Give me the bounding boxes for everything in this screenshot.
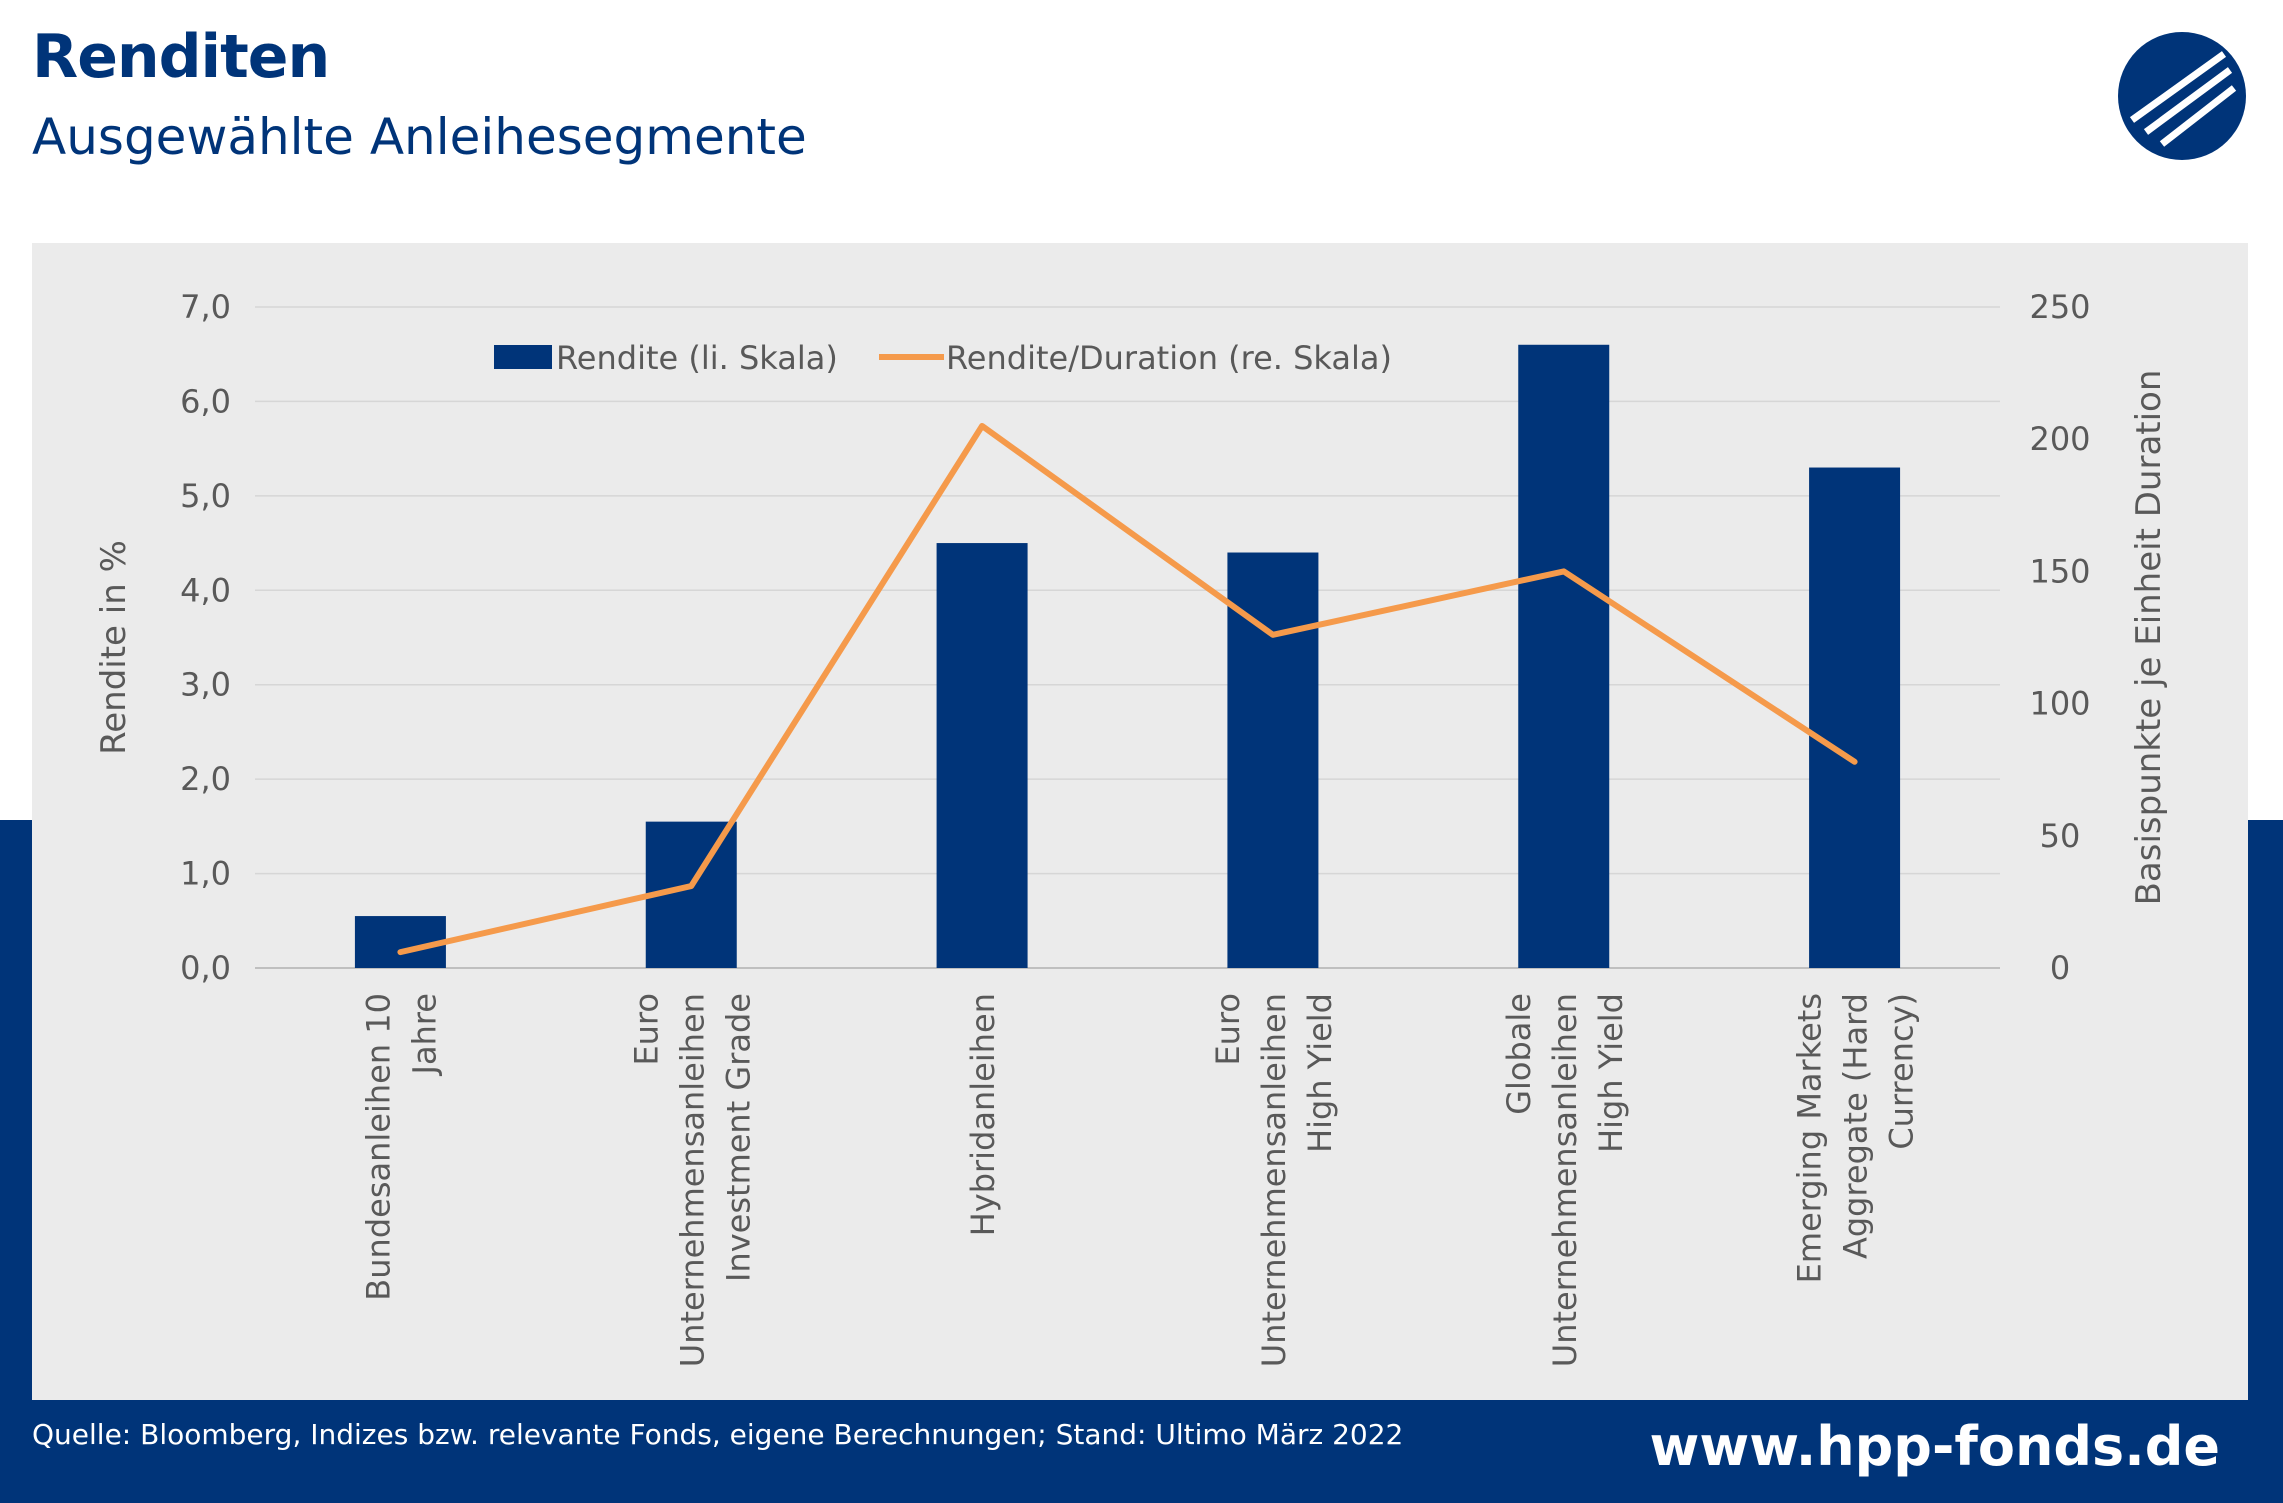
legend-label-bar: Rendite (li. Skala) bbox=[556, 339, 838, 377]
source-note: Quelle: Bloomberg, Indizes bzw. relevant… bbox=[32, 1418, 1404, 1451]
bar bbox=[1809, 467, 1901, 968]
line-point bbox=[398, 950, 403, 955]
y-axis-title-left: Rendite in % bbox=[94, 540, 134, 755]
line-point bbox=[1270, 632, 1275, 637]
x-tick-label-line: Unternehmensanleihen bbox=[1546, 993, 1584, 1367]
x-tick-label-line: Hybridanleihen bbox=[964, 993, 1002, 1236]
y-tick-label-left: 5,0 bbox=[180, 477, 231, 515]
y-tick-label-left: 0,0 bbox=[180, 949, 231, 987]
line-point bbox=[1561, 569, 1566, 574]
y-tick-label-right: 250 bbox=[2029, 288, 2090, 326]
y-tick-label-right: 0 bbox=[2050, 949, 2070, 987]
y-tick-label-right: 200 bbox=[2029, 420, 2090, 458]
line-point bbox=[980, 423, 985, 428]
bar bbox=[354, 916, 446, 968]
y-tick-label-left: 4,0 bbox=[180, 571, 231, 609]
chart-canvas: 0,0 1,0 2,0 3,0 4,0 5,0 6,0 7,0 0 50 100 150 200 250 R… bbox=[94, 288, 2169, 1367]
x-tick-label-line: Unternehmensanleihen bbox=[673, 993, 711, 1367]
x-tick-label-line: Currency) bbox=[1883, 993, 1921, 1150]
x-tick-label: Bundesanleihen 10 Jahre bbox=[359, 993, 443, 1301]
x-tick-label: Hybridanleihen bbox=[964, 993, 1002, 1236]
y-tick-label-left: 3,0 bbox=[180, 666, 231, 704]
website-link[interactable]: www.hpp-fonds.de bbox=[1649, 1415, 2220, 1478]
y-tick-label-left: 7,0 bbox=[180, 288, 231, 326]
x-tick-label-line: Emerging Markets bbox=[1791, 993, 1829, 1283]
x-tick-label-line: Bundesanleihen 10 bbox=[359, 993, 397, 1301]
chart-subtitle: Ausgewählte Anleihesegmente bbox=[32, 108, 807, 166]
x-tick-label-line: Globale bbox=[1500, 993, 1538, 1115]
bar bbox=[1227, 552, 1319, 968]
legend-label-line: Rendite/Duration (re. Skala) bbox=[946, 339, 1392, 377]
x-tick-label-line: Euro bbox=[1209, 993, 1247, 1066]
y-tick-label-left: 1,0 bbox=[180, 855, 231, 893]
y-tick-label-left: 6,0 bbox=[180, 382, 231, 420]
x-tick-label-line: Investment Grade bbox=[719, 993, 757, 1282]
x-tick-label: Euro Unternehmensanleihen High Yield bbox=[1209, 993, 1339, 1367]
chart-title: Renditen bbox=[32, 22, 330, 92]
y-tick-label-left: 2,0 bbox=[180, 760, 231, 798]
y-tick-label-right: 100 bbox=[2029, 685, 2090, 723]
line-series bbox=[397, 422, 1858, 956]
x-tick-label-line: High Yield bbox=[1592, 993, 1630, 1153]
x-tick-label-line: Euro bbox=[627, 993, 665, 1066]
x-tick-label: Globale Unternehmensanleihen High Yield bbox=[1500, 993, 1630, 1367]
x-tick-label-line: Aggregate (Hard bbox=[1837, 993, 1875, 1259]
line-point bbox=[1852, 759, 1857, 764]
chart-panel: 0,0 1,0 2,0 3,0 4,0 5,0 6,0 7,0 0 50 100 150 200 250 R… bbox=[32, 243, 2248, 1400]
bar bbox=[936, 543, 1028, 968]
x-tick-label-line: Jahre bbox=[405, 993, 443, 1076]
y-tick-label-right: 150 bbox=[2029, 552, 2090, 590]
x-tick-label: Emerging Markets Aggregate (Hard Currency) bbox=[1791, 993, 1921, 1283]
x-tick-label: Euro Unternehmensanleihen Investment Grade bbox=[627, 993, 757, 1367]
x-tick-label-line: Unternehmensanleihen bbox=[1255, 993, 1293, 1367]
legend-swatch-bar bbox=[494, 345, 552, 369]
x-tick-label-line: High Yield bbox=[1301, 993, 1339, 1153]
y-tick-label-right: 50 bbox=[2040, 817, 2081, 855]
hpp-logo-icon bbox=[2118, 32, 2246, 160]
y-axis-title-right: Basispunkte je Einheit Duration bbox=[2129, 370, 2169, 906]
line-point bbox=[689, 884, 694, 889]
bar bbox=[1518, 344, 1610, 968]
